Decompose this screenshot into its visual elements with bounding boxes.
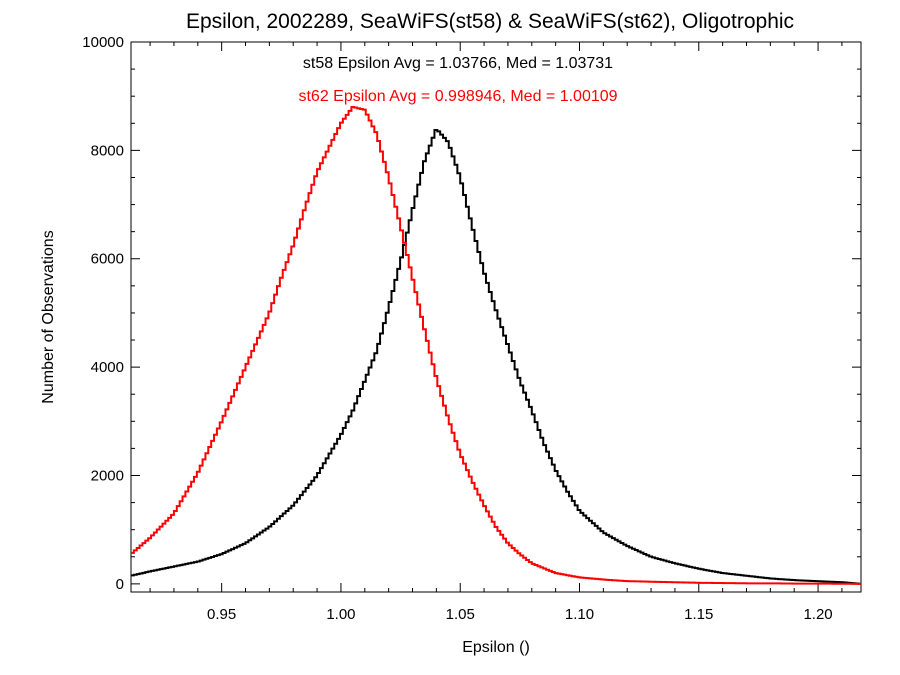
x-tick-label: 1.05 <box>446 606 475 623</box>
x-tick-label: 1.20 <box>803 606 832 623</box>
y-tick-label: 8000 <box>91 142 124 159</box>
y-tick-label: 6000 <box>91 251 124 268</box>
series-line-st58 <box>131 129 861 585</box>
annotation-st58: st58 Epsilon Avg = 1.03766, Med = 1.0373… <box>303 55 613 72</box>
plot-frame <box>130 41 862 593</box>
x-axis-label: Epsilon () <box>462 639 530 656</box>
x-tick-label: 1.00 <box>326 606 355 623</box>
series-layer <box>131 106 861 585</box>
y-axis-label: Number of Observations <box>40 230 57 403</box>
series-line-st62 <box>131 106 861 585</box>
axis-ticks: 0.95 1.00 1.05 1.10 1.15 1.20 0 2000 4000 6000 800… <box>82 34 861 623</box>
chart-title: Epsilon, 2002289, SeaWiFS(st58) & SeaWiF… <box>186 10 794 33</box>
x-tick-label: 0.95 <box>207 606 236 623</box>
y-tick-label: 2000 <box>91 467 124 484</box>
y-tick-label: 10000 <box>82 34 124 51</box>
x-tick-label: 1.10 <box>565 606 594 623</box>
y-tick-label: 0 <box>116 576 124 593</box>
x-tick-label: 1.15 <box>684 606 713 623</box>
annotation-st62: st62 Epsilon Avg = 0.998946, Med = 1.001… <box>298 88 617 105</box>
y-tick-label: 4000 <box>91 359 124 376</box>
